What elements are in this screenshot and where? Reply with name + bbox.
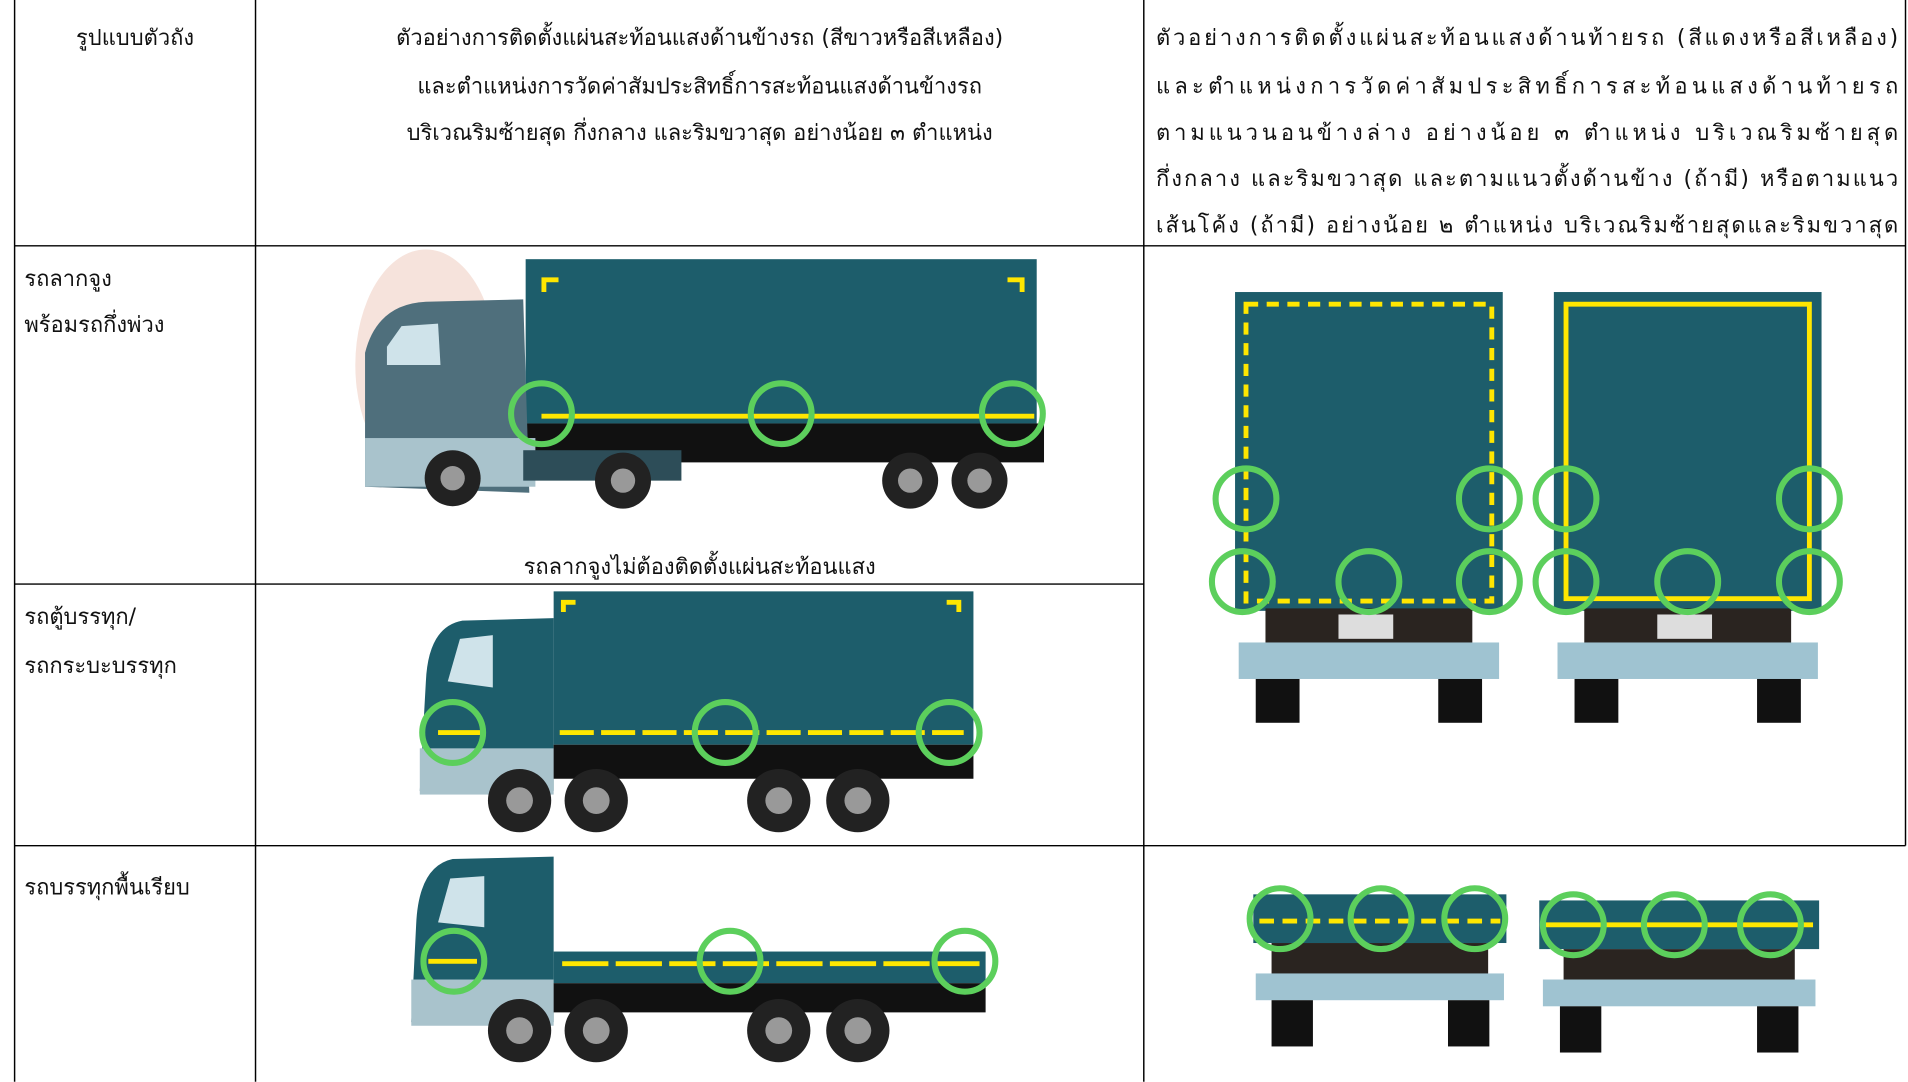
rear-view-illustration-part (1212, 465, 1280, 533)
flatbed-illustration-part-part (765, 1017, 793, 1045)
header-cell: และตำแหน่งการวัดค่าสัมประสิทธิ์การสะท้อน… (417, 71, 982, 100)
box-truck-illustration-part (560, 599, 962, 613)
header-cell: กึ่งกลาง และริมขวาสุด และตามแนวตั้งด้านข… (1156, 163, 1898, 192)
row-label: พร้อมรถกึ่งพ่วง (24, 309, 164, 338)
rear-view-illustration-part (1238, 642, 1500, 679)
rear-view-illustration-part (1775, 465, 1843, 533)
flatbed-rear-illustration-part (1539, 891, 1607, 959)
flatbed-illustration-part-part (844, 1017, 872, 1045)
header-cell: ตัวอย่างการติดตั้งแผ่นสะท้อนแสงด้านข้างร… (396, 22, 1003, 51)
rear-view-illustration-part (1243, 301, 1495, 604)
box-truck-illustration-part-part (844, 787, 872, 815)
header-cell: ตามแนวนอนข้างล่าง อย่างน้อย ๓ ตำแหน่ง บร… (1156, 121, 1898, 146)
table: รูปแบบตัวถัง ตัวอย่างการติดตั้งแผ่นสะท้อ… (13, 0, 1907, 1082)
semi-trailer-illustration-part (508, 380, 575, 448)
rear-view-illustration-part (1557, 642, 1818, 679)
note: รถลากจูงไม่ต้องติดตั้งแผ่นสะท้อนแสง (524, 551, 876, 580)
rear-view-illustration-part (1235, 292, 1503, 611)
header-cell: บริเวณริมซ้ายสุด กึ่งกลาง และริมขวาสุด อ… (407, 117, 993, 146)
box-truck-illustration-part-part (506, 787, 533, 815)
rear-view-illustration-part (1563, 301, 1812, 602)
header-cell: รูปแบบตัวถัง (76, 26, 194, 51)
semi-trailer-illustration-part (386, 323, 441, 366)
flatbed-illustration-part (506, 1017, 872, 1045)
semi-trailer-illustration-part-part (967, 468, 992, 493)
flatbed-rear-illustration-part (1347, 885, 1415, 953)
flatbed-rear-illustration-part (1542, 979, 1816, 1007)
rear-view-illustration-part (1455, 548, 1523, 616)
semi-trailer-illustration-part-part (897, 468, 923, 493)
flatbed-illustration-part-part (506, 1017, 533, 1045)
flatbed-rear-illustration-part (1255, 973, 1504, 1001)
rear-view-illustration-part (1255, 678, 1300, 723)
flatbed-rear-illustration-part (1271, 1000, 1313, 1047)
flatbed-illustration-part (696, 927, 764, 995)
box-truck-illustration-part (691, 699, 759, 766)
semi-trailer-illustration-part (440, 466, 992, 493)
box-truck-illustration-part (915, 699, 983, 766)
flatbed-rear-illustration-part (1736, 891, 1804, 959)
box-truck-illustration-part (419, 699, 487, 766)
flatbed-rear-illustration (1246, 885, 1820, 1053)
semi-trailer-illustration-part (978, 380, 1046, 448)
rear-view-illustration-part (1574, 678, 1619, 723)
header-cell: และตำแหน่งการวัดค่าสัมประสิทธิ์การสะท้อน… (1156, 71, 1898, 100)
header-cell: เส้นโค้ง (ถ้ามี) อย่างน้อย ๒ ตำแหน่ง บริ… (1156, 212, 1898, 238)
box-truck-illustration-part (506, 787, 872, 815)
rear-view-illustration-part (1335, 548, 1403, 616)
flatbed-rear-illustration-part (1246, 885, 1314, 953)
rear-view-illustration-part (1657, 614, 1713, 639)
row-label: รถลากจูง (24, 267, 112, 292)
semi-trailer-illustration-part (747, 380, 815, 448)
semi-trailer-illustration-part-part (440, 466, 465, 491)
flatbed-rear-illustration-part (1640, 891, 1708, 959)
flatbed-rear-illustration-part (1559, 1006, 1602, 1053)
box-truck-illustration-part (447, 635, 493, 688)
flatbed-illustration-part (931, 927, 999, 995)
box-truck-illustration-part (419, 618, 554, 791)
rear-view-illustration-part (1757, 678, 1801, 723)
table-grid (13, 0, 1907, 1082)
flatbed-rear-illustration-part (1447, 1000, 1490, 1047)
box-truck-illustration-part-part (582, 787, 610, 815)
box-truck-illustration-part (553, 591, 974, 745)
rear-view-illustration-part (1338, 614, 1394, 639)
rear-view-illustration-part (1455, 465, 1523, 533)
box-truck-illustration-part-part (765, 787, 793, 815)
rear-view-illustration (1208, 292, 1843, 723)
semi-trailer-illustration (355, 249, 1046, 509)
row-label: รถกระบะบรรทุก (24, 654, 177, 679)
rear-view-illustration-part (1654, 548, 1722, 616)
rear-view-illustration-part (1775, 548, 1843, 616)
rear-view-illustration-part (1208, 548, 1276, 616)
rear-view-illustration-part (1438, 678, 1483, 723)
rear-view-illustration-part (1532, 548, 1600, 616)
row-label: รถบรรทุกพื้นเรียบ (24, 871, 189, 900)
rear-view-illustration-part (1553, 292, 1822, 611)
flatbed-illustration-part (438, 876, 485, 928)
flatbed-illustration-part (420, 927, 488, 995)
row-label: รถตู้บรรทุก/ (24, 605, 136, 630)
flatbed-rear-illustration-part (1441, 885, 1509, 953)
flatbed-illustration-part-part (582, 1017, 610, 1045)
semi-trailer-illustration-part-part (610, 468, 636, 493)
semi-trailer-illustration-part (541, 277, 1025, 293)
flatbed-illustration (411, 856, 999, 1063)
box-truck-illustration (419, 591, 983, 833)
rear-view-illustration-part (1532, 465, 1600, 533)
header-cell: ตัวอย่างการติดตั้งแผ่นสะท้อนแสงด้านท้ายร… (1156, 22, 1898, 51)
flatbed-rear-illustration-part (1757, 1006, 1799, 1053)
semi-trailer-illustration-part (525, 259, 1037, 424)
flatbed-illustration-part (553, 951, 986, 984)
